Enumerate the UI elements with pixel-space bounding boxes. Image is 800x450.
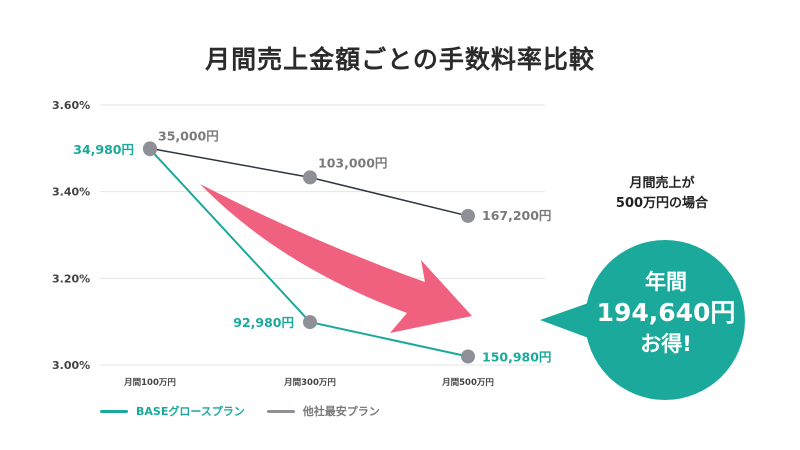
series-0-point-2	[461, 349, 475, 364]
chart-title: 月間売上金額ごとの手数料率比較	[205, 45, 595, 74]
legend-swatch-other	[266, 409, 295, 413]
legend-label-other: 他社最安プラン	[302, 405, 380, 418]
series-1-label-0: 35,000円	[158, 128, 219, 143]
legend-item-base: BASEグロースプラン	[100, 403, 245, 419]
pink-arrow-graphic	[200, 184, 472, 333]
chart-legend: BASEグロースプラン 他社最安プラン	[100, 403, 402, 419]
series-1-label-2: 167,200円	[482, 208, 551, 223]
legend-swatch-base	[100, 409, 128, 413]
series-0-point-1	[303, 315, 317, 330]
series-0-label-0: 34,980円	[73, 142, 134, 157]
legend-label-base: BASEグロースプラン	[136, 405, 245, 418]
callout-line-1: 月間売上が	[629, 176, 695, 191]
series-0-label-2: 150,980円	[482, 350, 551, 365]
callout-line-2: 500万円の場合	[615, 196, 709, 211]
series-1-point-2	[461, 208, 475, 223]
y-tick-labels: 3.00% 3.20% 3.40% 3.60%	[52, 99, 90, 372]
data-labels: 34,980円 92,980円 150,980円 35,000円 103,000円 167…	[73, 128, 551, 364]
savings-text: 年間 194,640円 お得!	[586, 268, 746, 358]
series-1-label-1: 103,000円	[318, 155, 387, 170]
series-0-label-1: 92,980円	[233, 315, 294, 330]
savings-period: 年間	[645, 270, 687, 294]
legend-item-other: 他社最安プラン	[266, 403, 380, 419]
grid-layer	[100, 104, 545, 366]
savings-caption: お得!	[640, 332, 692, 356]
x-tick-label-2: 月間500万円	[441, 378, 494, 388]
series-layer	[143, 141, 475, 364]
x-tick-label-1: 月間300万円	[283, 378, 336, 388]
callout-condition-label: 月間売上が 500万円の場合	[602, 174, 722, 214]
x-tick-label-0: 月間100万円	[123, 378, 176, 388]
y-tick-label-0: 3.00%	[52, 359, 90, 372]
series-1-point-0	[143, 141, 157, 156]
x-tick-labels: 月間100万円 月間300万円 月間500万円	[123, 378, 494, 388]
y-tick-label-2: 3.40%	[52, 186, 90, 199]
savings-bubble-tail	[540, 301, 594, 340]
y-tick-label-3: 3.60%	[52, 99, 90, 112]
savings-bubble	[585, 240, 745, 400]
series-1-point-1	[303, 170, 317, 185]
y-tick-label-1: 3.20%	[52, 272, 90, 285]
savings-amount: 194,640円	[596, 298, 736, 327]
